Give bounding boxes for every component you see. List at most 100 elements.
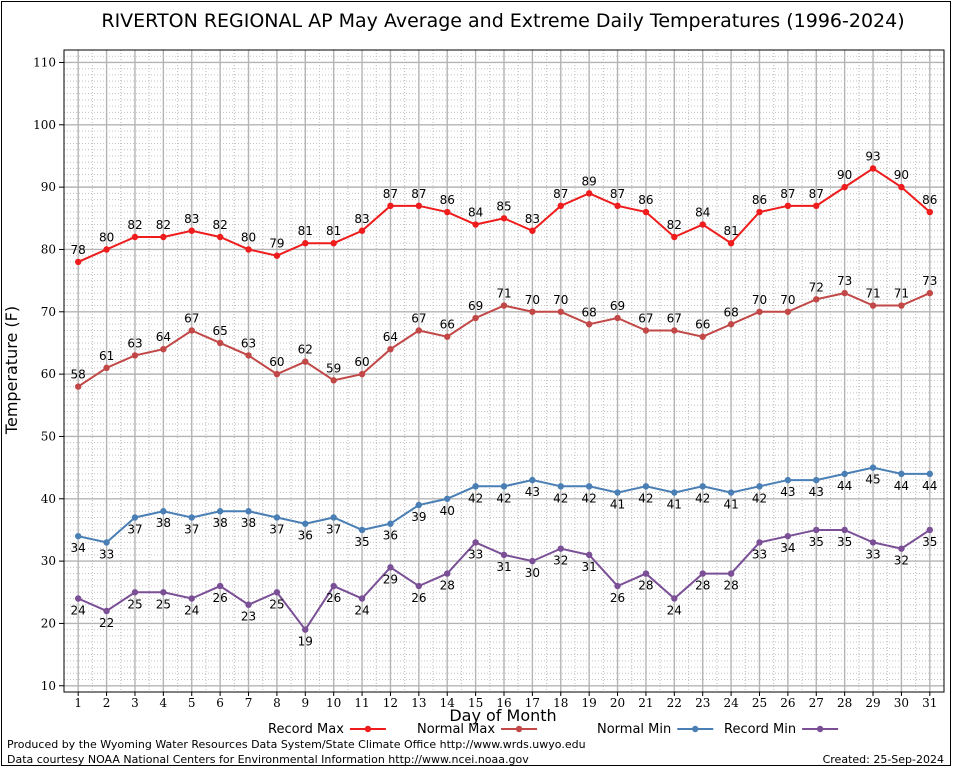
x-tick-label: 28 bbox=[837, 696, 852, 710]
record-max-data-label: 87 bbox=[553, 187, 568, 201]
normal-min-data-label: 37 bbox=[184, 522, 199, 536]
record-min-data-label: 24 bbox=[667, 604, 682, 618]
normal-max-point bbox=[131, 352, 139, 359]
normal-max-point bbox=[756, 308, 763, 315]
record-min-data-label: 34 bbox=[780, 541, 795, 555]
normal-min-data-label: 42 bbox=[468, 491, 483, 505]
record-min-data-label: 32 bbox=[553, 554, 568, 568]
normal-max-point bbox=[188, 327, 195, 334]
footer-created-date: Created: 25-Sep-2024 bbox=[823, 753, 944, 766]
series-group bbox=[74, 165, 934, 633]
normal-max-data-label: 73 bbox=[922, 274, 937, 288]
normal-max-data-label: 63 bbox=[127, 336, 142, 350]
x-tick-label: 14 bbox=[440, 696, 456, 710]
y-axis-title: Temperature (F) bbox=[2, 306, 21, 435]
record-min-point bbox=[131, 589, 139, 596]
normal-min-point bbox=[245, 508, 252, 515]
record-min-point bbox=[387, 564, 394, 571]
record-min-data-label: 33 bbox=[752, 547, 767, 561]
normal-min-point bbox=[727, 489, 735, 496]
record-min-point bbox=[671, 595, 678, 602]
record-min-data-label: 28 bbox=[723, 579, 738, 593]
record-max-data-label: 83 bbox=[525, 212, 540, 226]
record-min-data-label: 31 bbox=[582, 560, 597, 574]
normal-min-point bbox=[585, 483, 593, 490]
normal-max-data-label: 60 bbox=[354, 355, 369, 369]
record-max-data-label: 84 bbox=[468, 206, 483, 220]
y-tick-label: 110 bbox=[33, 55, 56, 69]
record-max-data-label: 79 bbox=[269, 237, 284, 251]
normal-min-point bbox=[387, 520, 394, 527]
normal-max-point bbox=[415, 327, 423, 334]
normal-max-data-label: 67 bbox=[667, 311, 682, 325]
normal-max-point bbox=[216, 339, 224, 347]
x-tick-label: 26 bbox=[780, 696, 795, 710]
record-min-data-label: 28 bbox=[638, 579, 653, 593]
record-max-data-label: 81 bbox=[723, 224, 738, 238]
normal-min-point bbox=[188, 514, 195, 521]
normal-max-data-label: 67 bbox=[184, 311, 199, 325]
record-max-data-label: 78 bbox=[71, 243, 86, 257]
record-min-point bbox=[727, 570, 735, 577]
normal-max-point bbox=[160, 345, 167, 353]
record-min-data-label: 33 bbox=[865, 547, 880, 561]
normal-min-data-label: 44 bbox=[837, 479, 852, 493]
normal-max-point bbox=[727, 321, 735, 328]
y-tick-label: 80 bbox=[41, 242, 56, 256]
record-max-point bbox=[415, 202, 423, 210]
normal-min-point bbox=[160, 508, 167, 515]
record-min-point bbox=[103, 607, 110, 615]
record-max-point bbox=[245, 246, 252, 253]
record-max-data-label: 89 bbox=[582, 174, 597, 188]
record-max-point bbox=[387, 202, 394, 210]
x-tick-label: 1 bbox=[74, 696, 82, 710]
x-tick-label: 30 bbox=[894, 696, 909, 710]
normal-min-data-label: 38 bbox=[156, 516, 171, 530]
normal-max-point bbox=[784, 308, 792, 315]
record-min-point bbox=[869, 539, 877, 546]
record-min-data-label: 25 bbox=[269, 597, 284, 611]
normal-min-point bbox=[699, 483, 706, 490]
normal-min-data-label: 38 bbox=[212, 516, 227, 530]
normal-max-data-label: 71 bbox=[496, 287, 511, 301]
record-min-data-label: 22 bbox=[99, 616, 114, 630]
normal-max-point bbox=[585, 321, 593, 328]
normal-max-data-label: 62 bbox=[298, 343, 313, 357]
normal-min-point bbox=[926, 470, 934, 478]
record-min-data-label: 35 bbox=[837, 535, 852, 549]
record-max-data-label: 85 bbox=[496, 199, 511, 213]
normal-min-data-label: 42 bbox=[695, 491, 710, 505]
normal-min-point bbox=[103, 539, 110, 546]
record-min-data-label: 25 bbox=[127, 597, 142, 611]
normal-min-point bbox=[756, 483, 763, 490]
normal-min-data-label: 42 bbox=[582, 491, 597, 505]
record-max-point bbox=[784, 202, 792, 210]
normal-min-point bbox=[671, 489, 678, 496]
normal-max-point bbox=[869, 302, 877, 309]
normal-max-point bbox=[472, 314, 479, 322]
normal-max-point bbox=[358, 370, 366, 378]
normal-min-point bbox=[74, 532, 82, 540]
normal-max-data-label: 60 bbox=[269, 355, 284, 369]
record-max-data-label: 83 bbox=[184, 212, 199, 226]
normal-max-data-label: 70 bbox=[780, 293, 795, 307]
y-tick-label: 40 bbox=[41, 492, 56, 506]
record-max-point bbox=[727, 240, 735, 247]
record-min-point bbox=[330, 582, 337, 590]
y-tick-label: 90 bbox=[41, 180, 56, 194]
legend-marker-record-min bbox=[816, 725, 824, 733]
y-tick-label: 10 bbox=[41, 679, 56, 693]
normal-min-data-label: 37 bbox=[127, 522, 142, 536]
normal-min-point bbox=[415, 501, 423, 509]
x-tick-label: 31 bbox=[922, 696, 937, 710]
normal-max-data-label: 73 bbox=[837, 274, 852, 288]
record-max-data-label: 87 bbox=[809, 187, 824, 201]
normal-min-point bbox=[131, 514, 139, 521]
normal-min-data-label: 45 bbox=[865, 473, 880, 487]
y-tick-label: 20 bbox=[41, 616, 56, 630]
record-max-data-label: 87 bbox=[411, 187, 426, 201]
x-tick-label: 2 bbox=[103, 696, 111, 710]
x-axis-title: Day of Month bbox=[449, 706, 556, 725]
x-tick-label: 3 bbox=[131, 696, 139, 710]
